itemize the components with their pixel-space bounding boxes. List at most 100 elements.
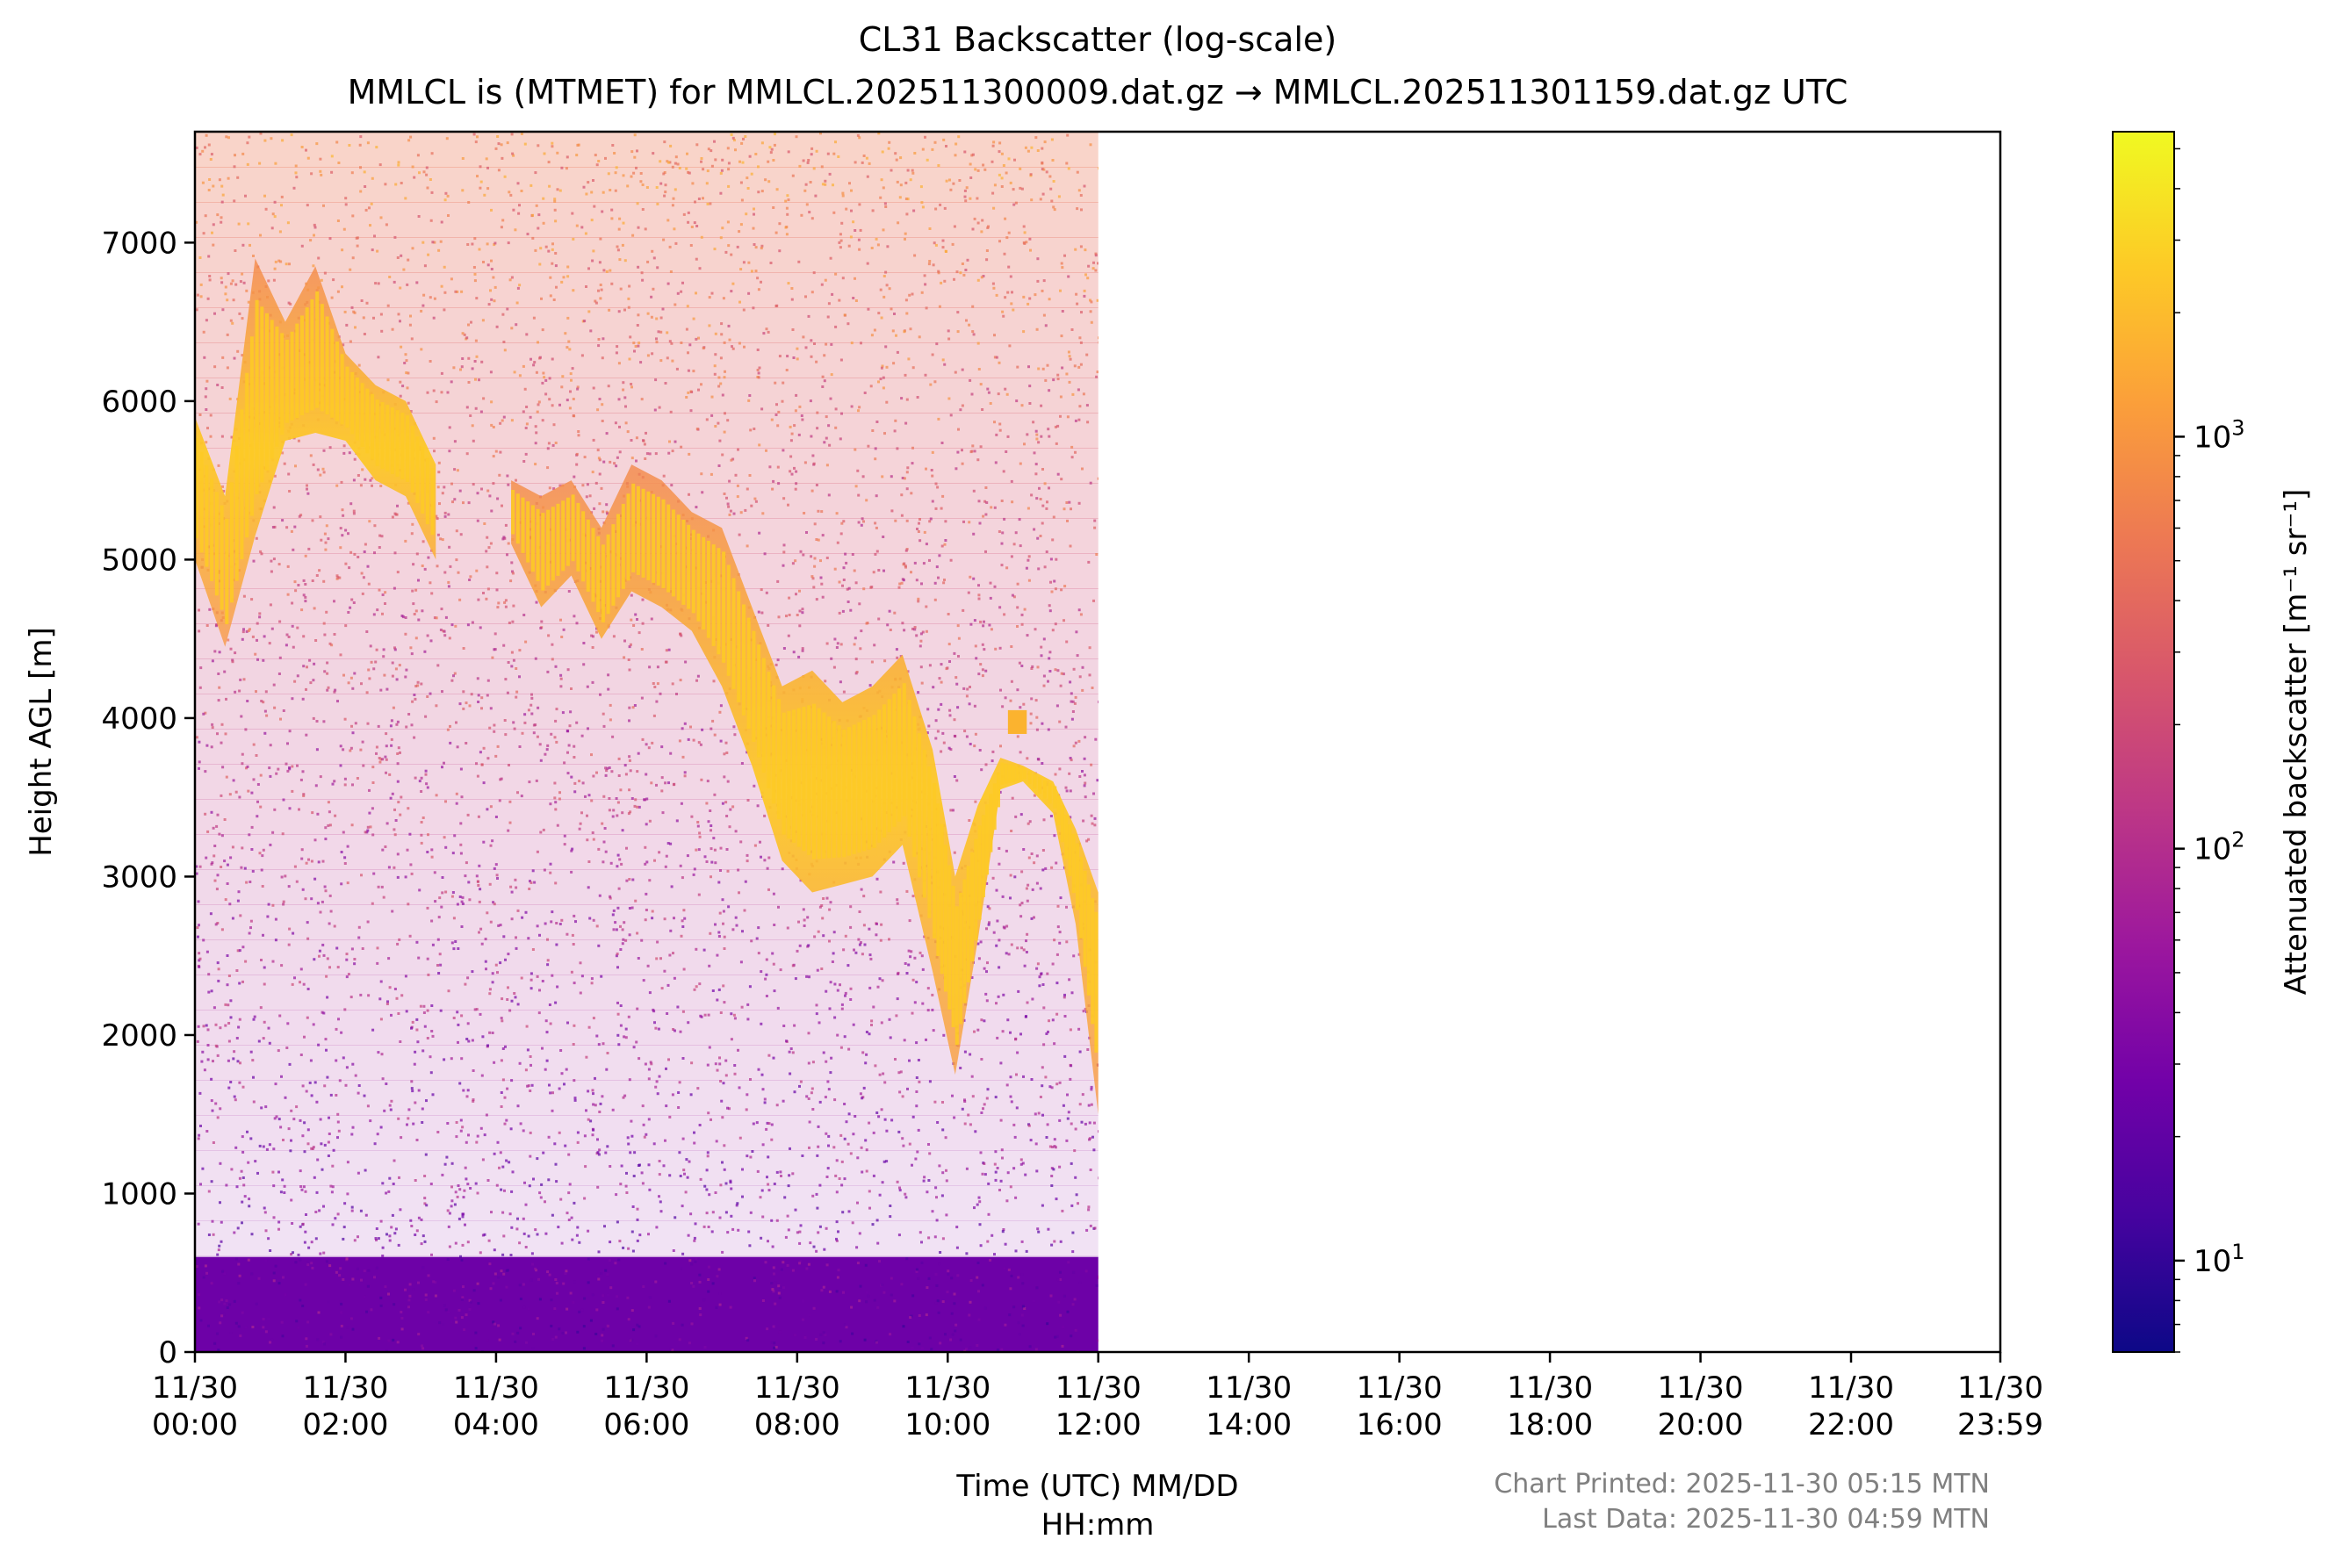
- noise-speck: [688, 171, 691, 175]
- noise-speck: [216, 922, 220, 924]
- noise-speck: [543, 376, 546, 379]
- noise-speck: [425, 782, 429, 786]
- noise-speck: [609, 460, 612, 464]
- noise-speck: [746, 860, 749, 863]
- noise-speck: [742, 261, 746, 264]
- noise-speck: [1000, 1148, 1004, 1152]
- noise-speck: [521, 731, 524, 735]
- noise-speck: [843, 1177, 846, 1181]
- noise-speck: [448, 1245, 451, 1248]
- noise-speck: [485, 157, 488, 161]
- noise-speck: [645, 773, 648, 776]
- noise-speck: [875, 550, 879, 553]
- noise-speck: [598, 458, 602, 462]
- noise-speck: [553, 1142, 557, 1146]
- noise-speck: [224, 1003, 227, 1006]
- noise-speck: [632, 1328, 636, 1332]
- noise-speck: [865, 1031, 868, 1033]
- noise-speck: [459, 843, 463, 846]
- noise-speck: [493, 243, 496, 247]
- noise-speck: [1084, 1007, 1087, 1011]
- noise-speck: [429, 1055, 432, 1059]
- noise-speck: [978, 1223, 982, 1226]
- noise-speck: [726, 780, 730, 783]
- noise-speck: [659, 957, 662, 960]
- noise-speck: [1022, 1075, 1025, 1078]
- noise-speck: [832, 152, 836, 155]
- noise-speck: [388, 986, 392, 989]
- noise-speck: [250, 1233, 254, 1236]
- heatmap-band: [195, 1150, 1099, 1186]
- noise-speck: [655, 341, 659, 344]
- noise-speck: [605, 432, 609, 435]
- noise-speck: [746, 1154, 749, 1158]
- heatmap-band: [195, 132, 1099, 168]
- noise-speck: [648, 819, 652, 823]
- noise-speck: [703, 1013, 707, 1017]
- noise-speck: [937, 164, 940, 167]
- noise-speck: [206, 830, 210, 833]
- noise-speck: [400, 795, 403, 799]
- noise-speck: [247, 789, 250, 793]
- noise-speck: [586, 814, 588, 817]
- noise-speck: [409, 410, 413, 413]
- noise-speck: [400, 182, 403, 184]
- noise-speck: [1078, 775, 1082, 778]
- noise-speck: [667, 1058, 670, 1061]
- noise-speck: [556, 985, 559, 989]
- noise-speck: [490, 423, 493, 427]
- noise-speck: [992, 206, 996, 210]
- noise-speck: [902, 1144, 905, 1147]
- noise-speck: [965, 1167, 969, 1170]
- noise-speck: [982, 514, 985, 518]
- noise-speck: [809, 181, 812, 183]
- noise-speck: [856, 1201, 859, 1205]
- noise-speck: [813, 522, 817, 526]
- noise-speck: [479, 180, 483, 183]
- noise-speck: [306, 204, 309, 207]
- noise-speck: [710, 727, 713, 730]
- noise-speck: [349, 746, 353, 750]
- noise-speck: [430, 592, 434, 595]
- noise-speck: [725, 848, 729, 851]
- noise-speck: [969, 686, 971, 688]
- noise-speck: [371, 833, 375, 837]
- noise-speck: [448, 426, 451, 429]
- noise-speck: [614, 1262, 617, 1265]
- noise-speck: [863, 1338, 867, 1341]
- noise-speck: [574, 920, 577, 924]
- noise-speck: [471, 424, 474, 428]
- noise-speck: [746, 799, 750, 802]
- noise-speck: [718, 1292, 722, 1295]
- noise-speck: [770, 418, 774, 421]
- noise-speck: [641, 622, 645, 625]
- noise-speck: [477, 884, 480, 887]
- noise-speck: [591, 1133, 594, 1137]
- noise-speck: [647, 1233, 650, 1236]
- noise-speck: [731, 457, 735, 461]
- noise-speck: [598, 261, 602, 264]
- noise-speck: [728, 513, 731, 516]
- noise-speck: [1001, 531, 1005, 535]
- noise-speck: [271, 831, 275, 834]
- noise-speck: [551, 974, 554, 977]
- noise-speck: [260, 700, 263, 702]
- noise-speck: [660, 789, 664, 793]
- noise-speck: [918, 335, 921, 339]
- noise-speck: [492, 482, 495, 486]
- noise-speck: [790, 298, 794, 301]
- noise-speck: [559, 673, 563, 677]
- noise-speck: [360, 682, 363, 686]
- noise-speck: [221, 193, 225, 197]
- noise-speck: [263, 709, 267, 713]
- noise-speck: [760, 407, 764, 411]
- noise-speck: [550, 920, 553, 924]
- noise-speck: [968, 702, 971, 706]
- noise-speck: [841, 194, 845, 198]
- noise-speck: [878, 1073, 882, 1076]
- noise-speck: [1002, 314, 1005, 318]
- noise-speck: [576, 1226, 580, 1229]
- noise-speck: [763, 859, 767, 862]
- noise-speck: [291, 601, 294, 605]
- noise-speck: [1041, 868, 1045, 872]
